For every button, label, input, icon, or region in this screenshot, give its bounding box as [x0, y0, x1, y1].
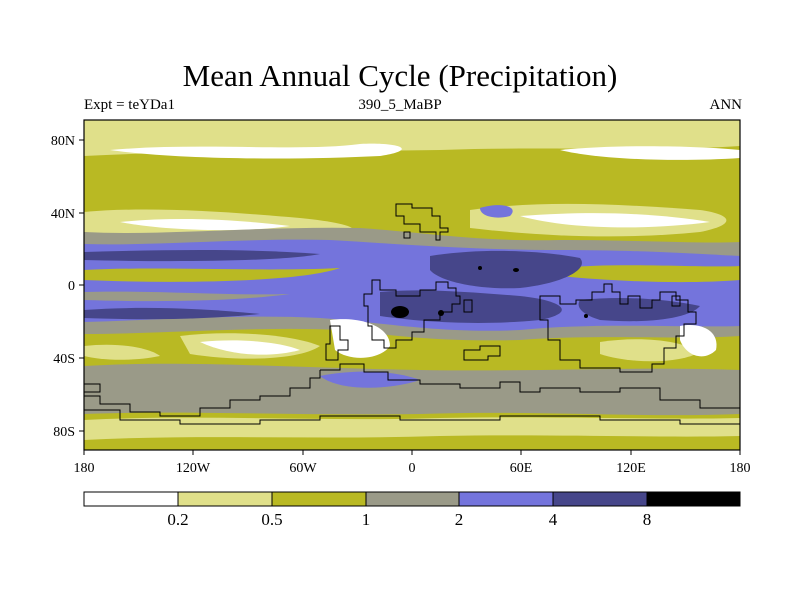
eq-core-africa: [380, 290, 562, 323]
y-tick-0: 0: [68, 279, 75, 294]
x-tick-60e: 60E: [510, 461, 533, 476]
arctic-dry-patch: [110, 143, 402, 159]
coastline-patch: [325, 325, 349, 361]
eq-core-asia: [578, 298, 700, 322]
precip-max-2: [438, 310, 444, 316]
season-label: ANN: [709, 97, 743, 113]
antarctic-band: [84, 435, 740, 450]
precipitation-field: [84, 120, 740, 450]
plot-title: Mean Annual Cycle (Precipitation): [182, 58, 618, 93]
colorbar-label-3: 1: [362, 510, 371, 529]
n-subtropic-dry-2: [520, 213, 710, 228]
colorbar-label-5: 4: [549, 510, 558, 529]
y-tick-40n: 40N: [51, 207, 75, 222]
coastline-india-australia: [539, 283, 697, 373]
colorbar-swatch-5: [458, 491, 554, 507]
arctic-dry-patch-2: [560, 146, 740, 160]
n-wet-spot: [480, 205, 513, 218]
storm-track: [84, 363, 740, 416]
x-tick-0: 0: [409, 461, 416, 476]
coastline-small: [463, 299, 473, 313]
y-tick-80s: 80S: [53, 425, 75, 440]
coastline-island-2: [671, 295, 681, 307]
s-subtropic-light-5: [84, 344, 160, 360]
coastline-antarctica-north: [320, 363, 740, 409]
colorbar-swatch-3: [271, 491, 367, 507]
s-dry-patch-4: [680, 325, 717, 357]
colorbar-label-2: 0.5: [261, 510, 282, 529]
coastline-madagascar: [463, 345, 501, 361]
colorbar-swatch-4: [365, 491, 460, 507]
coastline-edge: [84, 383, 101, 393]
coastline-europe: [395, 203, 449, 241]
colorbar: [83, 491, 741, 507]
colorbar-swatch-2: [177, 491, 273, 507]
experiment-label: Expt = teYDa1: [84, 97, 175, 113]
itcz-core-e: [430, 250, 582, 289]
s-subtropic-dry-1: [200, 340, 300, 355]
y-tick-40s: 40S: [53, 352, 75, 367]
x-tick-120e: 120E: [616, 461, 646, 476]
y-tick-80n: 80N: [51, 134, 75, 149]
x-tick-120w: 120W: [176, 461, 211, 476]
coastline-antarctica-south: [84, 409, 740, 425]
precip-max-3: [513, 268, 519, 272]
colorbar-swatch-7: [646, 491, 741, 507]
x-tick-180e: 180: [730, 461, 751, 476]
colorbar-swatch-1: [83, 491, 179, 507]
period-label: 390_5_MaBP: [358, 97, 442, 113]
eq-gray-strip: [84, 291, 290, 302]
itcz-core-w: [84, 250, 320, 262]
precip-max-1: [391, 306, 409, 318]
colorbar-label-4: 2: [455, 510, 464, 529]
coastline-antarctica-west: [84, 370, 321, 417]
x-tick-60w: 60W: [289, 461, 317, 476]
storm-track-wet: [320, 371, 420, 388]
axis-ticks: [79, 139, 741, 455]
n-subtropic-dry: [120, 219, 290, 231]
colorbar-label-1: 0.2: [167, 510, 188, 529]
eq-gap-2: [560, 265, 740, 283]
colorbar-label-6: 8: [643, 510, 652, 529]
coastlines: [84, 203, 740, 425]
s-subtropic-light-3: [600, 339, 700, 362]
eq-gap: [84, 268, 340, 282]
colorbar-swatch-6: [552, 491, 648, 507]
coastline-africa-south-america: [363, 279, 461, 349]
coastline-island: [403, 231, 411, 239]
s-dry-patch-2: [330, 319, 390, 358]
precip-max-5: [584, 314, 588, 318]
x-tick-180w: 180: [74, 461, 95, 476]
spcz-core: [84, 307, 260, 320]
precip-max-4: [478, 266, 482, 270]
